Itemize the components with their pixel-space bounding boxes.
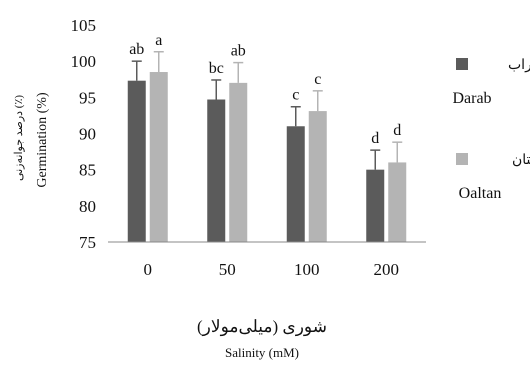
bar-darab-0 — [127, 80, 146, 243]
x-tick-label: 0 — [144, 260, 153, 279]
y-tick-label: 95 — [79, 88, 96, 107]
x-tick-label: 200 — [374, 260, 400, 279]
bar-oaltan-0 — [149, 72, 168, 243]
y-axis-ticks: 75 80 85 90 95 100 105 — [71, 16, 97, 252]
x-tick-label: 100 — [294, 260, 320, 279]
letter-oaltan-200: d — [393, 122, 401, 139]
bar-darab-50 — [207, 99, 226, 243]
bar-oaltan-50 — [229, 82, 248, 242]
letter-darab-0: ab — [129, 41, 144, 58]
y-axis-label: Germination (%) — [35, 92, 50, 188]
x-axis-ticks: 0 50 100 200 — [144, 260, 400, 279]
bars — [127, 72, 407, 243]
x-axis-label-persian: شوری (میلی‌مولار) — [197, 317, 327, 337]
bar-darab-100 — [286, 126, 305, 242]
letter-darab-50: bc — [209, 60, 224, 77]
y-tick-label: 80 — [79, 197, 96, 216]
y-axis-label-persian: درصد جوانه‌زنی (٪) — [13, 95, 25, 181]
x-axis-label: Salinity (mM) — [225, 345, 299, 360]
legend-label-darab-persian: داراب — [508, 58, 530, 73]
letter-darab-100: c — [292, 87, 299, 104]
letter-oaltan-50: ab — [231, 43, 246, 60]
y-tick-label: 85 — [79, 161, 96, 180]
letter-darab-200: d — [371, 130, 379, 147]
legend-swatch-oaltan — [456, 153, 468, 165]
y-tick-label: 100 — [71, 52, 97, 71]
legend: داراب Darab اولتان Oaltan — [452, 58, 530, 202]
bar-oaltan-200 — [388, 162, 407, 242]
y-tick-label: 90 — [79, 125, 96, 144]
bar-darab-200 — [366, 169, 385, 242]
legend-label-oaltan: Oaltan — [459, 185, 502, 202]
legend-label-darab: Darab — [452, 90, 491, 107]
letter-oaltan-0: a — [155, 32, 162, 49]
y-tick-label: 105 — [71, 16, 97, 35]
letter-oaltan-100: c — [314, 71, 321, 88]
y-tick-label: 75 — [79, 233, 96, 252]
legend-swatch-darab — [456, 58, 468, 70]
x-tick-label: 50 — [219, 260, 236, 279]
bar-oaltan-100 — [308, 111, 327, 243]
error-bars — [131, 51, 403, 170]
legend-label-oaltan-persian: اولتان — [512, 153, 530, 168]
